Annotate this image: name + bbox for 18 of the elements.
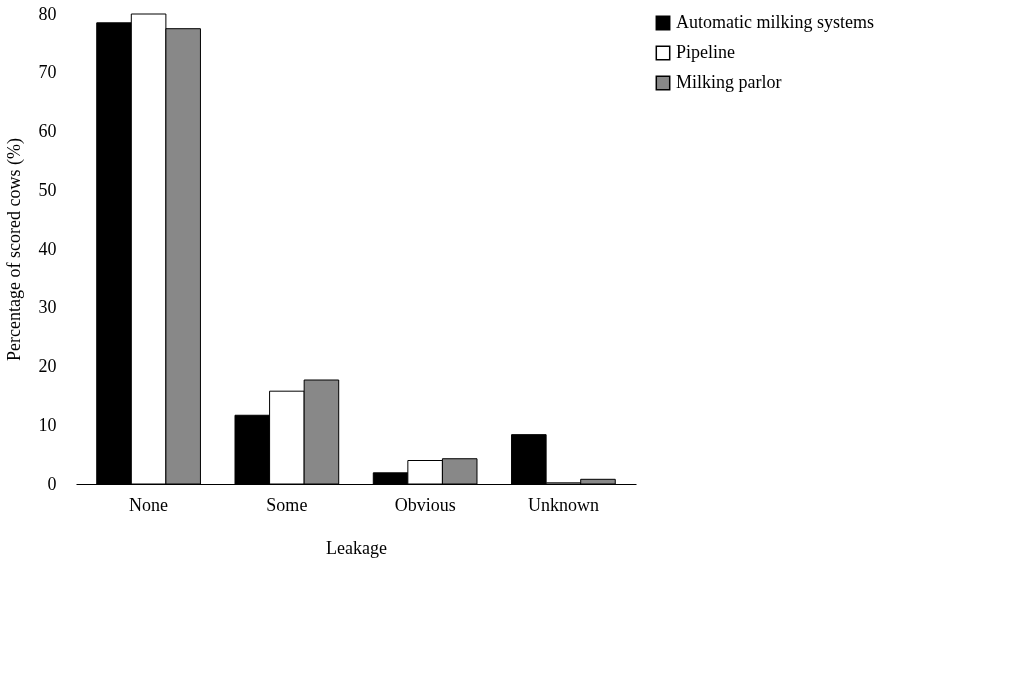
x-tick-label: Unknown	[527, 494, 599, 515]
x-axis-title: Leakage	[326, 537, 387, 558]
y-tick-label: 60	[38, 121, 57, 141]
y-tick-label: 70	[38, 62, 57, 83]
legend-label: Automatic milking systems	[676, 12, 874, 32]
x-tick-label: None	[129, 494, 169, 515]
y-tick-label: 10	[38, 414, 57, 435]
legend-label: Pipeline	[676, 42, 735, 62]
y-tick-label: 20	[38, 356, 57, 376]
y-tick-label: 0	[47, 473, 57, 494]
y-tick-label: 50	[38, 179, 57, 200]
y-tick-label: 80	[38, 3, 57, 24]
x-tick-label: Some	[266, 494, 308, 515]
y-tick-label: 40	[38, 238, 57, 259]
x-tick-label: Obvious	[394, 494, 456, 515]
y-axis-title: Percentage of scored cows (%)	[3, 138, 25, 361]
y-tick-label: 30	[38, 297, 57, 318]
legend-label: Milking parlor	[676, 72, 782, 92]
